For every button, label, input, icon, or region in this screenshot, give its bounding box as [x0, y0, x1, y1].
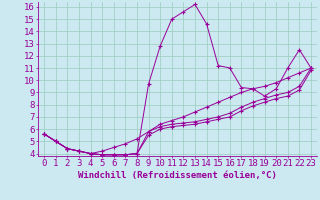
X-axis label: Windchill (Refroidissement éolien,°C): Windchill (Refroidissement éolien,°C): [78, 171, 277, 180]
